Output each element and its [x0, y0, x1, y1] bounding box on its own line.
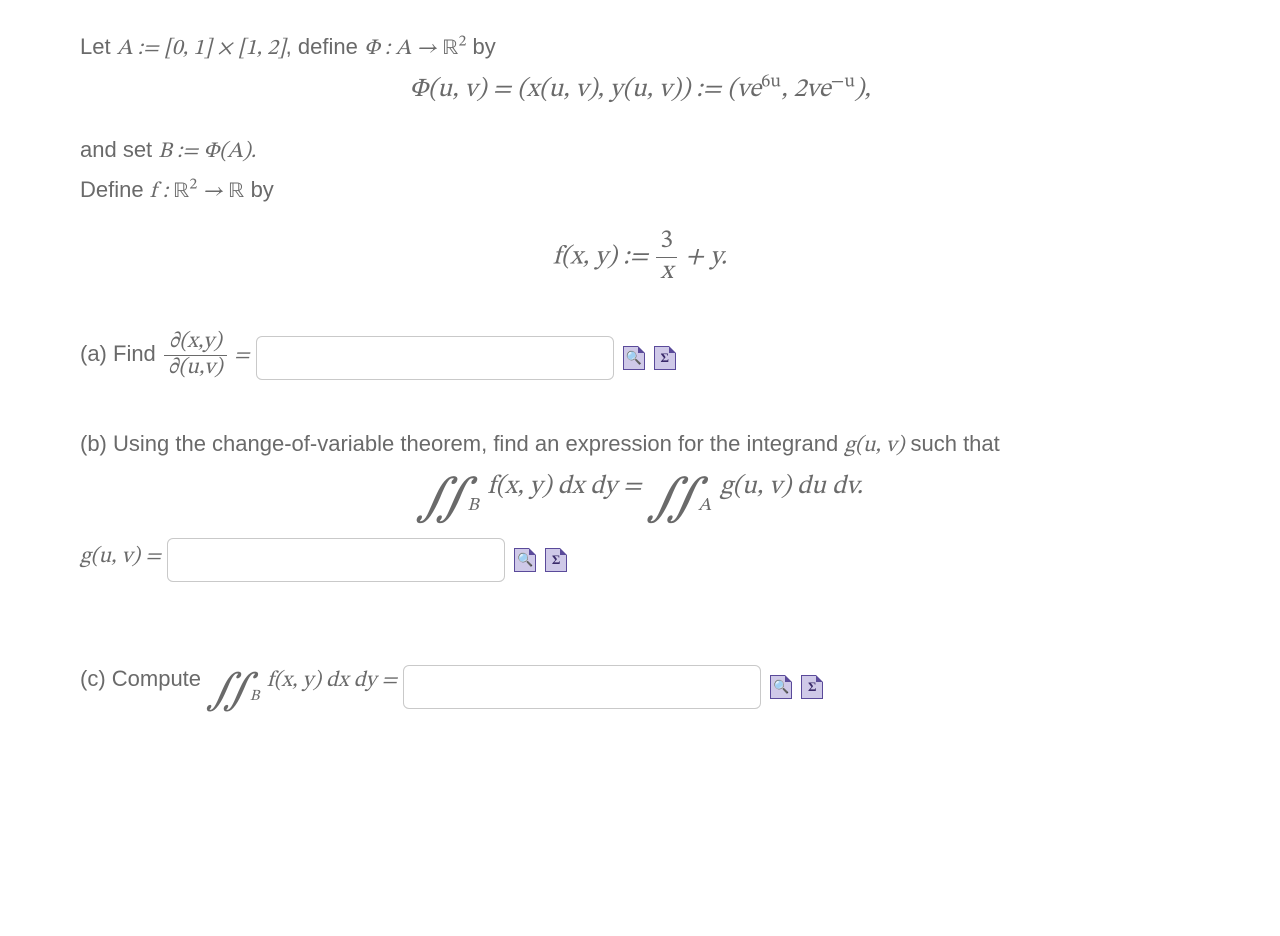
- part-b-input[interactable]: [167, 538, 505, 582]
- problem-page: Let A := [0, 1] × [1, 2], define Φ : A →…: [0, 0, 1280, 752]
- part-c-input[interactable]: [403, 665, 761, 709]
- part-a-label: (a) Find ∂(x,y)∂(u,v) =: [80, 330, 250, 382]
- text: by: [466, 34, 495, 59]
- part-b-equation: ∫∫B f(x, y) dx dy = ∫∫A g(u, v) du dv.: [80, 471, 1200, 519]
- text: Let: [80, 34, 117, 59]
- part-a-input[interactable]: [256, 336, 614, 380]
- part-b-answer: g(u, v) = 🔍 Σ: [80, 538, 1200, 582]
- math-f-map: f : ℝ2 → ℝ: [150, 181, 245, 203]
- math-B-def: B := Φ(A).: [158, 141, 256, 163]
- f-definition: f(x, y) := 3x + y.: [80, 227, 1200, 288]
- sigma-icon[interactable]: Σ: [545, 548, 567, 572]
- define-f-line: Define f : ℝ2 → ℝ by: [80, 173, 1200, 209]
- set-B-line: and set B := Φ(A).: [80, 133, 1200, 169]
- sigma-icon[interactable]: Σ: [801, 675, 823, 699]
- part-b-text: (b) Using the change-of-variable theorem…: [80, 427, 1200, 463]
- part-b-lhs: g(u, v) =: [80, 541, 161, 574]
- sigma-icon[interactable]: Σ: [654, 346, 676, 370]
- preview-icon[interactable]: 🔍: [770, 675, 792, 699]
- fraction: 3x: [656, 227, 677, 288]
- preview-icon[interactable]: 🔍: [514, 548, 536, 572]
- text: , define: [286, 34, 364, 59]
- part-c: (c) Compute ∫∫B f(x, y) dx dy = 🔍 Σ: [80, 662, 1200, 712]
- jacobian-fraction: ∂(x,y)∂(u,v): [164, 330, 227, 382]
- phi-definition: Φ(u, v) = (x(u, v), y(u, v)) := (ve6u, 2…: [80, 74, 1200, 107]
- preview-icon[interactable]: 🔍: [623, 346, 645, 370]
- intro-line-1: Let A := [0, 1] × [1, 2], define Φ : A →…: [80, 30, 1200, 66]
- math-A-def: A := [0, 1] × [1, 2]: [117, 38, 286, 60]
- math-phi-map: Φ : A → ℝ2: [364, 38, 466, 60]
- part-c-label: (c) Compute ∫∫B f(x, y) dx dy =: [80, 662, 397, 708]
- part-a: (a) Find ∂(x,y)∂(u,v) = 🔍 Σ: [80, 330, 1200, 386]
